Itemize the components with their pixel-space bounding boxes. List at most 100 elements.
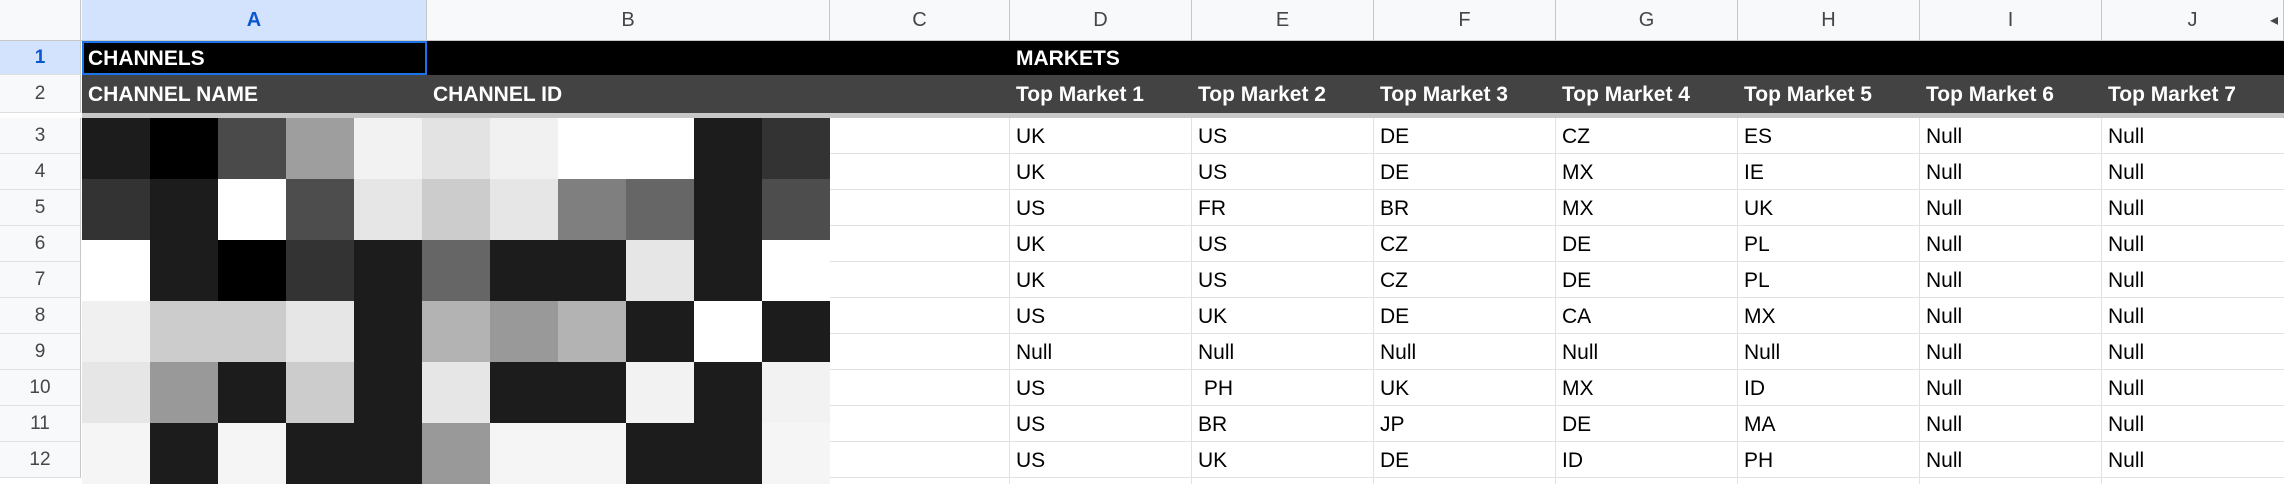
market-cell[interactable]: Null xyxy=(2108,125,2145,148)
market-cell[interactable]: DE xyxy=(1380,449,1410,472)
market-cell[interactable]: Null xyxy=(1926,341,1963,364)
row-header-8[interactable]: 8 xyxy=(0,298,81,334)
market-cell[interactable]: DE xyxy=(1562,413,1592,436)
market-cell[interactable]: BR xyxy=(1380,197,1410,220)
top-market-3-header[interactable]: Top Market 3 xyxy=(1380,83,1508,106)
market-cell[interactable]: MX xyxy=(1562,161,1594,184)
row-header-7[interactable]: 7 xyxy=(0,262,81,298)
market-cell[interactable]: Null xyxy=(2108,377,2145,400)
market-cell[interactable]: MX xyxy=(1744,305,1776,328)
market-cell[interactable]: Null xyxy=(1926,413,1963,436)
market-cell[interactable]: US xyxy=(1198,125,1228,148)
market-cell[interactable]: DE xyxy=(1562,269,1592,292)
market-cell[interactable]: US xyxy=(1198,161,1228,184)
market-cell[interactable]: CZ xyxy=(1380,269,1408,292)
market-cell[interactable]: US xyxy=(1198,269,1228,292)
column-header-j[interactable]: J xyxy=(2102,0,2284,40)
column-header-g[interactable]: G xyxy=(1556,0,1738,40)
market-cell[interactable]: Null xyxy=(2108,413,2145,436)
market-cell[interactable]: US xyxy=(1198,233,1228,256)
market-cell[interactable]: PH xyxy=(1744,449,1774,472)
row-header-4[interactable]: 4 xyxy=(0,154,81,190)
row-header-1[interactable]: 1 xyxy=(0,41,81,75)
market-cell[interactable]: Null xyxy=(2108,305,2145,328)
market-cell[interactable]: FR xyxy=(1198,197,1226,220)
top-market-4-header[interactable]: Top Market 4 xyxy=(1562,83,1690,106)
market-cell[interactable]: Null xyxy=(2108,161,2145,184)
column-header-h[interactable]: H xyxy=(1738,0,1920,40)
row-header-12[interactable]: 12 xyxy=(0,442,81,478)
market-cell[interactable]: Null xyxy=(1016,341,1053,364)
market-cell[interactable]: PL xyxy=(1744,269,1770,292)
channels-header[interactable]: CHANNELS xyxy=(88,47,205,70)
column-header-a[interactable]: A xyxy=(82,0,427,40)
market-cell[interactable]: Null xyxy=(1926,161,1963,184)
market-cell[interactable]: CZ xyxy=(1380,233,1408,256)
market-cell[interactable]: MA xyxy=(1744,413,1776,436)
top-market-7-header[interactable]: Top Market 7 xyxy=(2108,83,2236,106)
row-header-6[interactable]: 6 xyxy=(0,226,81,262)
row-header-9[interactable]: 9 xyxy=(0,334,81,370)
market-cell[interactable]: Null xyxy=(1562,341,1599,364)
market-cell[interactable]: UK xyxy=(1016,161,1046,184)
market-cell[interactable]: UK xyxy=(1198,305,1228,328)
market-cell[interactable]: UK xyxy=(1380,377,1410,400)
market-cell[interactable]: UK xyxy=(1198,449,1228,472)
market-cell[interactable]: DE xyxy=(1380,125,1410,148)
column-header-i[interactable]: I xyxy=(1920,0,2102,40)
market-cell[interactable]: MX xyxy=(1562,377,1594,400)
market-cell[interactable]: ID xyxy=(1562,449,1583,472)
market-cell[interactable]: Null xyxy=(2108,233,2145,256)
market-cell[interactable]: US xyxy=(1016,305,1046,328)
market-cell[interactable]: Null xyxy=(2108,269,2145,292)
channel-id-header[interactable]: CHANNEL ID xyxy=(433,83,563,106)
market-cell[interactable]: Null xyxy=(1926,269,1963,292)
market-cell[interactable]: MX xyxy=(1562,197,1594,220)
market-cell[interactable]: Null xyxy=(1198,341,1235,364)
frozen-rows-divider[interactable] xyxy=(82,113,2284,118)
column-header-e[interactable]: E xyxy=(1192,0,1374,40)
row-header-3[interactable]: 3 xyxy=(0,118,81,154)
market-cell[interactable]: Null xyxy=(1926,233,1963,256)
column-header-f[interactable]: F xyxy=(1374,0,1556,40)
market-cell[interactable]: IE xyxy=(1744,161,1764,184)
market-cell[interactable]: PL xyxy=(1744,233,1770,256)
market-cell[interactable]: Null xyxy=(1926,377,1963,400)
column-header-d[interactable]: D xyxy=(1010,0,1192,40)
market-cell[interactable]: DE xyxy=(1380,305,1410,328)
market-cell[interactable]: JP xyxy=(1380,413,1405,436)
market-cell[interactable]: BR xyxy=(1198,413,1228,436)
market-cell[interactable]: Null xyxy=(1744,341,1781,364)
market-cell[interactable]: PH xyxy=(1198,377,1234,400)
market-cell[interactable]: ES xyxy=(1744,125,1773,148)
channel-name-header[interactable]: CHANNEL NAME xyxy=(88,83,258,106)
market-cell[interactable]: DE xyxy=(1380,161,1410,184)
market-cell[interactable]: UK xyxy=(1016,269,1046,292)
market-cell[interactable]: ID xyxy=(1744,377,1765,400)
market-cell[interactable]: Null xyxy=(2108,341,2145,364)
market-cell[interactable]: Null xyxy=(1926,125,1963,148)
market-cell[interactable]: Null xyxy=(1926,305,1963,328)
column-header-c[interactable]: C xyxy=(830,0,1010,40)
market-cell[interactable]: DE xyxy=(1562,233,1592,256)
row-header-5[interactable]: 5 xyxy=(0,190,81,226)
market-cell[interactable]: UK xyxy=(1016,125,1046,148)
market-cell[interactable]: Null xyxy=(2108,197,2145,220)
top-market-1-header[interactable]: Top Market 1 xyxy=(1016,83,1144,106)
market-cell[interactable]: UK xyxy=(1744,197,1774,220)
market-cell[interactable]: Null xyxy=(1926,449,1963,472)
row-header-10[interactable]: 10 xyxy=(0,370,81,406)
market-cell[interactable]: UK xyxy=(1016,233,1046,256)
market-cell[interactable]: US xyxy=(1016,197,1046,220)
market-cell[interactable]: CA xyxy=(1562,305,1592,328)
top-market-2-header[interactable]: Top Market 2 xyxy=(1198,83,1326,106)
top-market-6-header[interactable]: Top Market 6 xyxy=(1926,83,2054,106)
market-cell[interactable]: US xyxy=(1016,377,1046,400)
market-cell[interactable]: Null xyxy=(1926,197,1963,220)
row-header-11[interactable]: 11 xyxy=(0,406,81,442)
market-cell[interactable]: US xyxy=(1016,413,1046,436)
market-cell[interactable]: Null xyxy=(2108,449,2145,472)
market-cell[interactable]: Null xyxy=(1380,341,1417,364)
select-all-corner[interactable] xyxy=(0,0,81,40)
market-cell[interactable]: CZ xyxy=(1562,125,1590,148)
